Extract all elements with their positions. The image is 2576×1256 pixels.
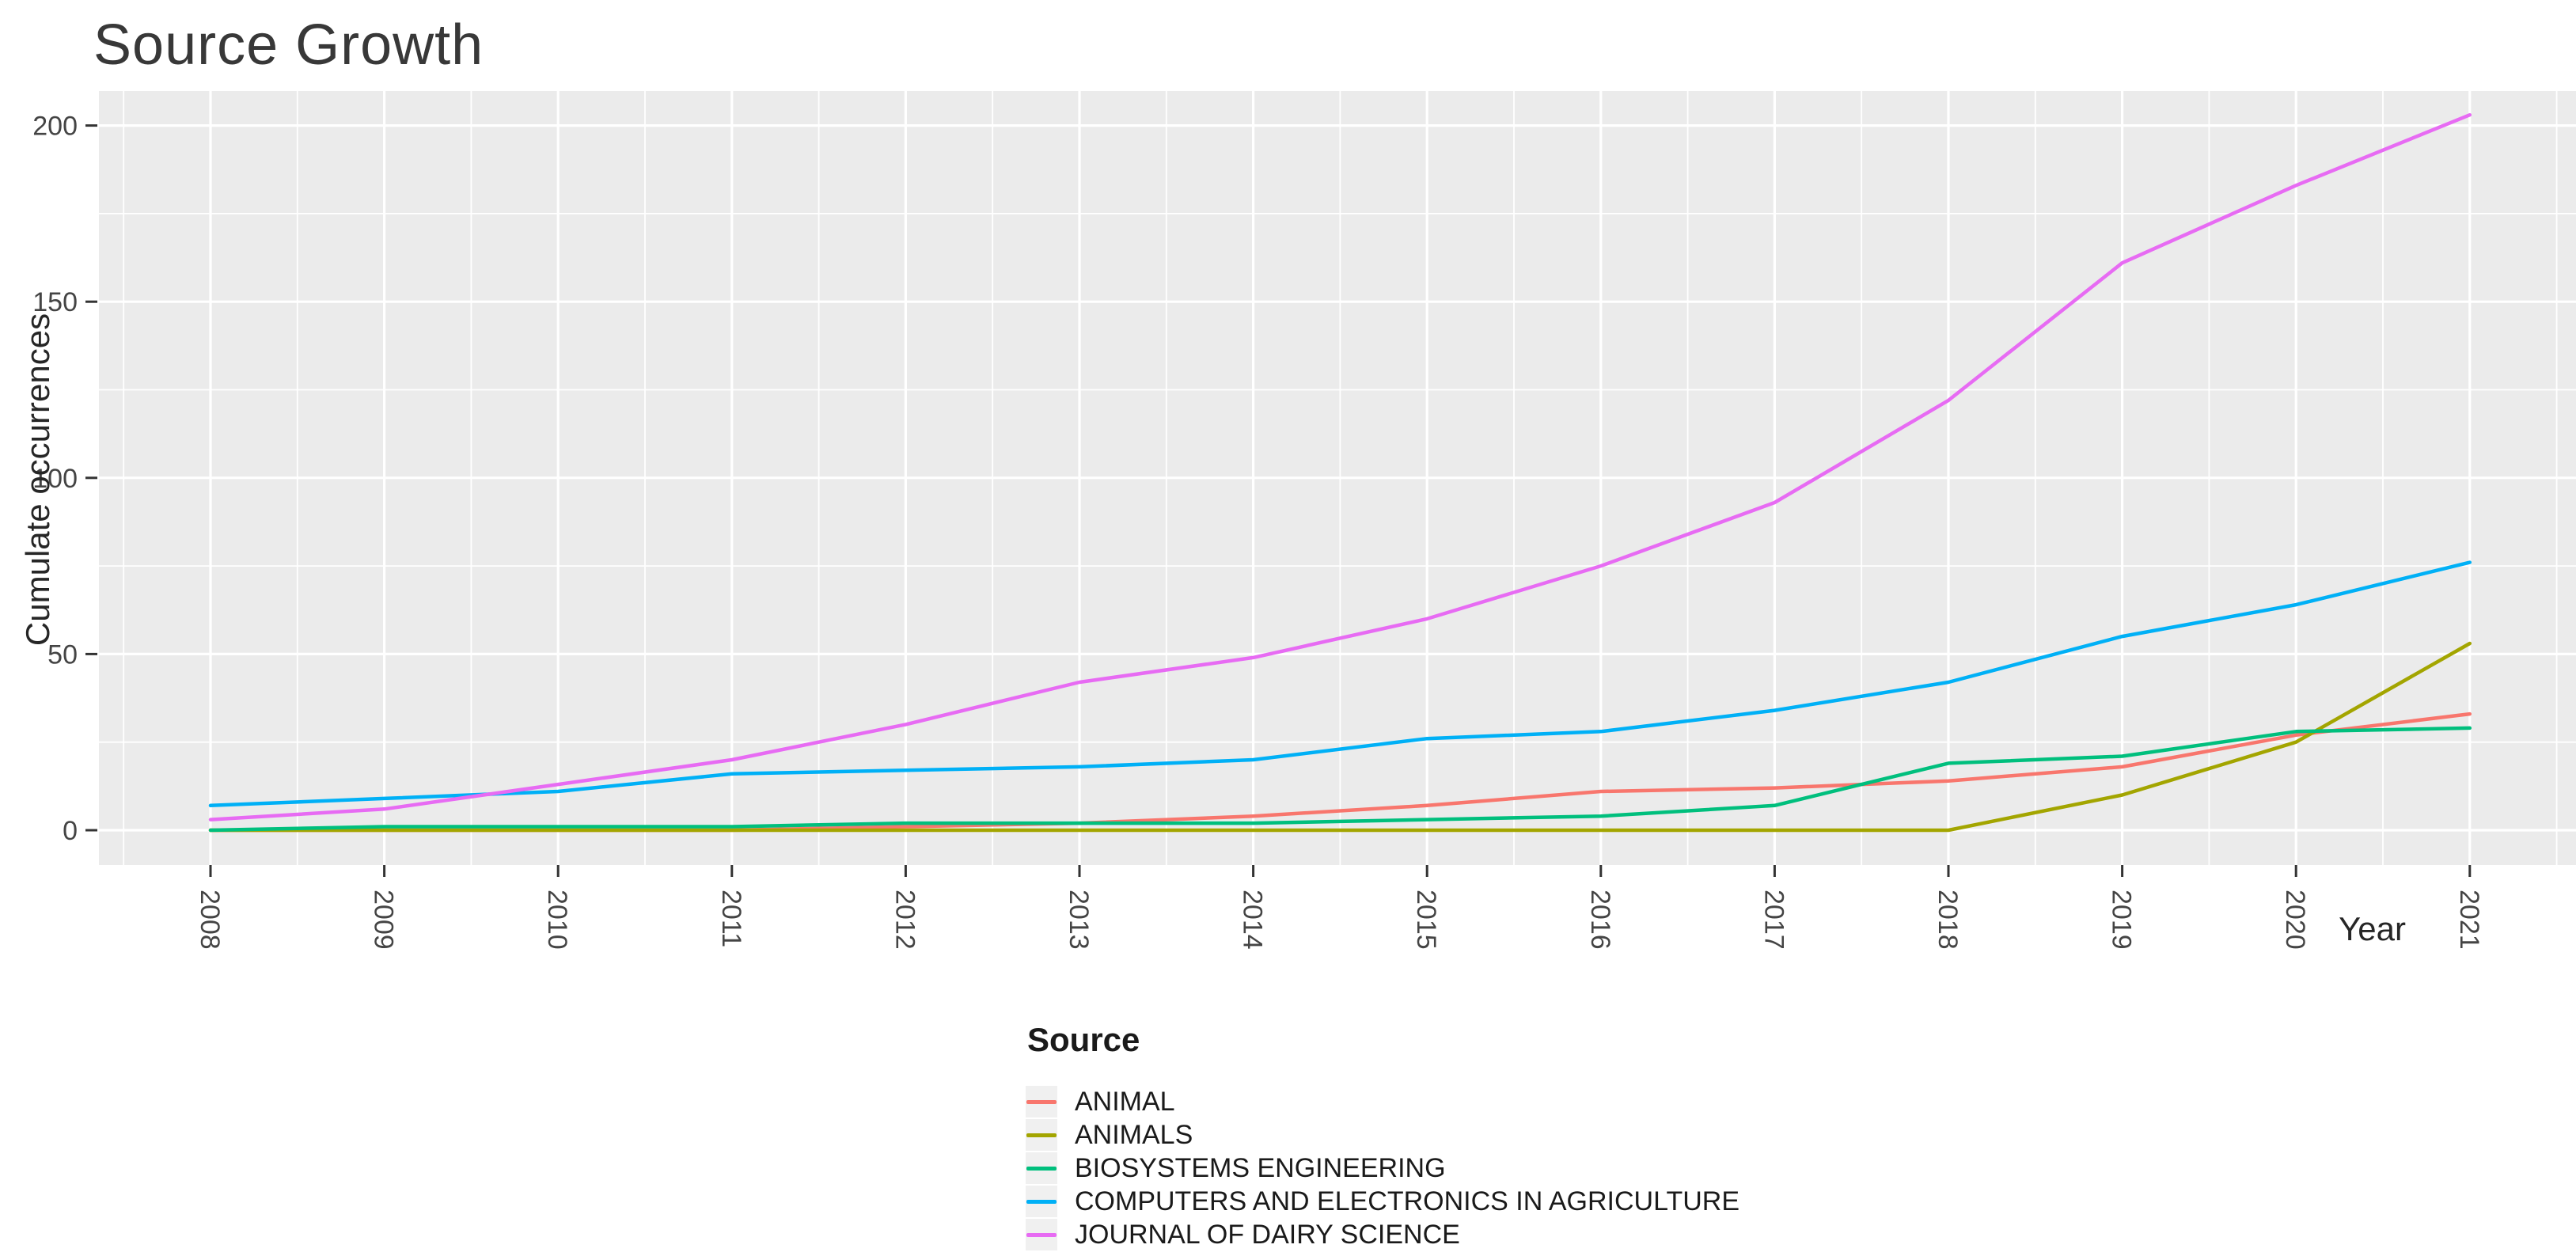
legend-row: BIOSYSTEMS ENGINEERING [1026, 1152, 1739, 1184]
legend-rows: ANIMAL ANIMALS BIOSYSTEMS ENGINEERING COMPU… [1026, 1086, 1739, 1250]
legend-label: BIOSYSTEMS ENGINEERING [1075, 1152, 1446, 1183]
x-tick-label: 2021 [2454, 890, 2484, 950]
axis-tick-marks [85, 124, 2472, 877]
line-computers-and-electronics-in-agriculture [208, 560, 2472, 808]
x-tick-label: 2014 [1238, 890, 1268, 950]
legend-key-swatch [1026, 1152, 1057, 1184]
x-tick-label: 2010 [542, 890, 572, 950]
legend-label: JOURNAL OF DAIRY SCIENCE [1075, 1219, 1460, 1250]
y-tick-label: 0 [63, 816, 78, 846]
legend-label: ANIMALS [1075, 1119, 1193, 1150]
x-tick-label: 2017 [1758, 890, 1789, 950]
legend-key-swatch [1026, 1119, 1057, 1151]
y-tick-label: 150 [32, 287, 78, 317]
legend-row: COMPUTERS AND ELECTRONICS IN AGRICULTURE [1026, 1186, 1739, 1217]
legend-row: ANIMAL [1026, 1086, 1739, 1117]
y-tick-label: 200 [32, 112, 78, 142]
x-tick-label: 2020 [2280, 890, 2310, 950]
legend-key-line-icon [1026, 1166, 1057, 1171]
x-tick-label: 2015 [1411, 890, 1441, 950]
x-tick-label: 2011 [716, 890, 746, 947]
x-axis-tick-labels: 2008 2009 2010 2011 2012 2013 2014 2015 2016 2017… [195, 890, 2484, 950]
y-axis-tick-labels: 0 50 100 150 200 [32, 112, 78, 846]
y-axis-title: Cumulate occurrences [19, 313, 56, 647]
legend-row: ANIMALS [1026, 1119, 1739, 1151]
x-tick-label: 2012 [890, 890, 920, 950]
legend-title: Source [1027, 1021, 1140, 1058]
y-tick-label: 50 [47, 639, 78, 670]
x-axis-title: Year [2339, 910, 2406, 947]
legend-key-swatch [1026, 1086, 1057, 1117]
legend-key-line-icon [1026, 1099, 1057, 1104]
chart-title: Source Growth [93, 13, 484, 77]
legend: Source ANIMAL ANIMALS BIOSYSTEMS ENGINEERI… [1026, 1021, 1739, 1252]
x-tick-label: 2016 [1585, 890, 1615, 950]
x-tick-label: 2013 [1064, 890, 1094, 950]
x-tick-label: 2019 [2107, 890, 2137, 950]
y-tick-label: 100 [32, 464, 78, 494]
legend-key-line-icon [1026, 1232, 1057, 1237]
x-tick-label: 2009 [369, 890, 399, 950]
line-biosystems-engineering [208, 726, 2472, 833]
legend-key-line-icon [1026, 1199, 1057, 1204]
legend-key-swatch [1026, 1219, 1057, 1250]
x-tick-label: 2008 [195, 890, 225, 950]
legend-key-swatch [1026, 1186, 1057, 1217]
legend-row: JOURNAL OF DAIRY SCIENCE [1026, 1219, 1739, 1250]
legend-key-line-icon [1026, 1133, 1057, 1137]
legend-label: COMPUTERS AND ELECTRONICS IN AGRICULTURE [1075, 1186, 1740, 1216]
x-tick-label: 2018 [1933, 890, 1963, 950]
data-lines [208, 112, 2472, 833]
line-journal-of-dairy-science [208, 112, 2472, 822]
legend-label: ANIMAL [1075, 1086, 1175, 1117]
line-animals [208, 641, 2472, 833]
